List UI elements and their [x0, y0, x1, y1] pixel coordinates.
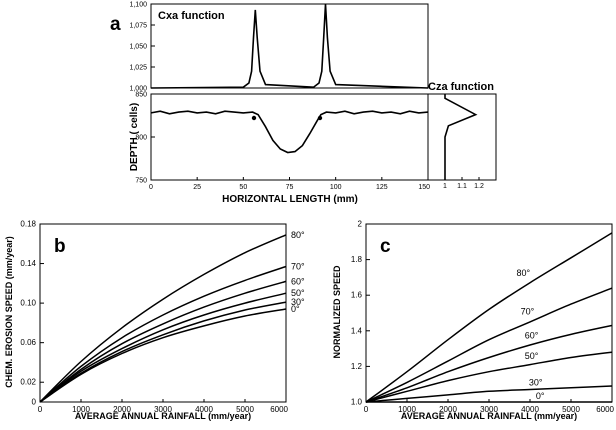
panel-c-x-tick-label: 1000: [398, 405, 416, 414]
panel-c-y-tick-label: 2: [358, 220, 363, 229]
panel-c-series-line: [365, 385, 613, 403]
panel-b-y-tick-label: 0: [32, 398, 37, 407]
panel-a-top-y-tick-label: 1,025: [129, 65, 147, 72]
panel-c-y-tick-label: 1.8: [351, 255, 363, 264]
panel-c-letter: c: [380, 236, 391, 257]
panel-a-bottom-x-tick-label: 125: [376, 184, 388, 191]
panel-b-y-axis-label: CHEM. EROSION SPEED (mm/year): [4, 236, 14, 388]
panel-c-x-tick-label: 2000: [439, 405, 457, 414]
panel-a-bottom-x-tick-label: 0: [149, 184, 153, 191]
panel-b-y-tick-label: 0.10: [20, 299, 36, 308]
panel-b-x-tick-label: 6000: [270, 405, 288, 414]
panel-c-y-ticks: 1.0 1.2 1.4 1.6 1.8 2: [351, 220, 370, 407]
panel-c-x-tick-label: 5000: [562, 405, 580, 414]
panel-a-right-x-tick-label: 1: [443, 183, 447, 190]
panel-a-bottom-x-tick-label: 25: [193, 184, 201, 191]
panel-b-series-label: 60°: [291, 276, 305, 286]
panel-a-profile-marker-left: [251, 115, 257, 121]
panel-c-x-axis-label: AVERAGE ANNUAL RAINFALL (mm/year): [401, 411, 577, 421]
panel-b-series: [39, 234, 287, 403]
panel-a-bottom-y-ticks: 750 800 850: [135, 92, 155, 185]
panel-b-x-ticks: 0 1000 2000 3000 4000 5000 6000: [38, 399, 289, 414]
panel-a-function-label: Cxa function: [158, 10, 225, 22]
panel-b-series-line: [39, 234, 287, 403]
panel-a-top-y-tick-label: 1,075: [129, 23, 147, 30]
panel-b-series-label: 70°: [291, 262, 305, 272]
panel-a-depth-profile-line: [150, 110, 429, 154]
panel-b-x-tick-label: 0: [38, 405, 43, 414]
panel-b-x-tick-label: 2000: [113, 405, 131, 414]
panel-c-series-label: 60°: [525, 330, 539, 340]
panel-a-top-y-tick-label: 1,000: [129, 86, 147, 93]
panel-b-series-label: 50°: [291, 288, 305, 298]
panel-c-series-label: 0°: [536, 391, 545, 401]
panel-a-right-cza-line: [444, 94, 478, 180]
panel-a-bottom-frame: [150, 93, 429, 181]
panel-c-x-tick-label: 0: [364, 405, 369, 414]
panel-a-right-x-tick-label: 1.1: [457, 183, 467, 190]
panel-b-letter: b: [54, 236, 66, 257]
panel-b-y-tick-label: 0.14: [20, 259, 36, 268]
panel-b-x-tick-label: 4000: [195, 405, 213, 414]
panel-b-series-label: 80°: [291, 230, 305, 240]
panel-a-bottom-y-tick-label: 850: [135, 92, 147, 99]
panel-b-y-tick-label: 0.06: [20, 338, 36, 347]
panel-a-bottom-x-tick-label: 50: [239, 184, 247, 191]
panel-c-series-line: [365, 324, 613, 403]
panel-c-x-tick-label: 6000: [596, 405, 614, 414]
panel-c-series-line: [365, 351, 613, 403]
panel-c-series-label: 30°: [529, 378, 543, 388]
panel-a-right-x-ticks: 1 1.1 1.2: [443, 177, 484, 190]
panel-c-x-tick-label: 3000: [480, 405, 498, 414]
panel-b-series-line: [39, 308, 287, 403]
panel-a-bottom-x-tick-label: 150: [418, 184, 430, 191]
panel-c-series-label: 70°: [521, 306, 535, 316]
panel-b-x-tick-label: 3000: [154, 405, 172, 414]
panel-b-series-labels: 80° 70° 60° 50°30°0°: [291, 230, 305, 314]
panel-a-bottom-x-ticks: 0 25 50 75 100 125 150: [149, 177, 430, 191]
panel-c-x-tick-label: 4000: [521, 405, 539, 414]
panel-b-x-tick-label: 1000: [72, 405, 90, 414]
panel-a-bottom-y-tick-label: 750: [135, 178, 147, 185]
panel-c-series-label: 50°: [525, 351, 539, 361]
panel-a-bottom-y-tick-label: 800: [135, 135, 147, 142]
panel-a-right-x-tick-label: 1.2: [474, 183, 484, 190]
panel-c-series-line: [365, 287, 613, 403]
panel-c-y-tick-label: 1.6: [351, 291, 363, 300]
panel-c-y-tick-label: 1.4: [351, 326, 363, 335]
panel-b-x-tick-label: 5000: [236, 405, 254, 414]
panel-a-y-axis-label: DEPTH ( cells): [129, 103, 140, 171]
panel-a-bottom-x-tick-label: 100: [330, 184, 342, 191]
panel-b-series-line: [39, 265, 287, 403]
panel-c-series: [365, 232, 613, 403]
panel-a-top-y-tick-label: 1,050: [129, 44, 147, 51]
panel-a-top-cxa-line: [150, 3, 429, 89]
panel-c-y-tick-label: 1.2: [351, 362, 363, 371]
panel-a-top-y-tick-label: 1,100: [129, 2, 147, 9]
panel-a-letter: a: [110, 14, 121, 35]
panel-b-y-tick-label: 0.02: [20, 378, 36, 387]
panel-a-x-axis-label: HORIZONTAL LENGTH (mm): [222, 194, 358, 205]
panel-c-series-labels: 80° 70° 60° 50° 30° 0°: [517, 268, 545, 401]
panel-b-series-line: [39, 292, 287, 403]
panel-b-y-ticks: 0 0.02 0.06 0.10 0.14 0.18: [20, 220, 44, 407]
panel-b-series-label: 0°: [291, 304, 300, 314]
panel-c-series-label: 80°: [517, 268, 531, 278]
panel-c-series-line: [365, 232, 613, 403]
panel-b-series-line: [39, 280, 287, 403]
panel-b-x-axis-label: AVERAGE ANNUAL RAINFALL (mm/year): [75, 411, 251, 421]
panel-b-y-tick-label: 0.18: [20, 220, 36, 229]
panel-b-series-label: 30°: [291, 297, 305, 307]
panel-a-right-label: Cza function: [428, 81, 494, 93]
panel-b-series-line: [39, 301, 287, 403]
panel-a-bottom-x-tick-label: 75: [286, 184, 294, 191]
panel-a-profile-marker-right: [317, 115, 323, 121]
panel-c-y-tick-label: 1.0: [351, 398, 363, 407]
panel-c-y-axis-label: NORMALIZED SPEED: [332, 265, 342, 359]
